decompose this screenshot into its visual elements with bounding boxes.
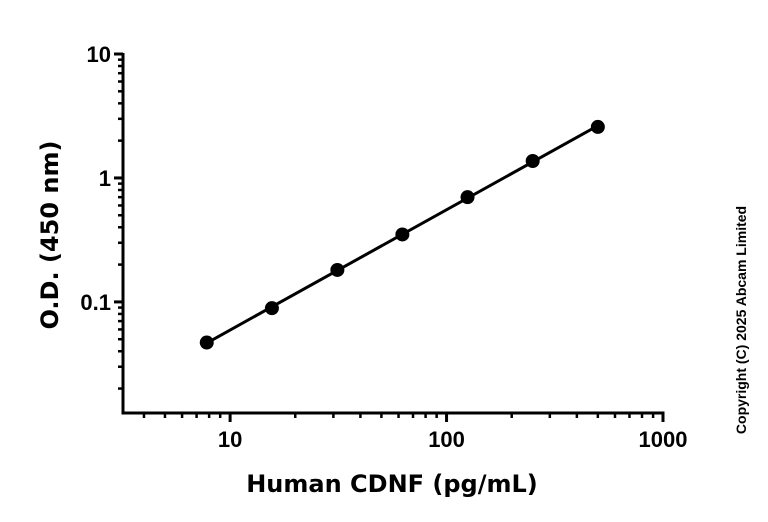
data-point xyxy=(199,335,214,350)
data-point xyxy=(330,262,345,277)
data-point xyxy=(460,190,475,205)
y-tick-label: 0.1 xyxy=(80,290,111,315)
data-point xyxy=(395,227,410,242)
x-tick-label: 1000 xyxy=(639,427,688,452)
y-tick-label: 10 xyxy=(87,42,111,67)
x-axis: 10 100 1000 xyxy=(121,411,688,452)
y-axis-title: O.D. (450 nm) xyxy=(36,141,64,330)
x-tick-label: 10 xyxy=(218,427,242,452)
data-series xyxy=(199,119,605,350)
data-point xyxy=(590,119,605,134)
y-tick-label: 1 xyxy=(99,166,111,191)
y-axis: 0.1 1 10 xyxy=(80,42,125,415)
data-point xyxy=(525,154,540,169)
data-point xyxy=(264,301,279,316)
x-tick-label: 100 xyxy=(428,427,465,452)
copyright-notice: Copyright (C) 2025 Abcam Limited xyxy=(733,205,749,435)
x-axis-title: Human CDNF (pg/mL) xyxy=(246,470,538,498)
